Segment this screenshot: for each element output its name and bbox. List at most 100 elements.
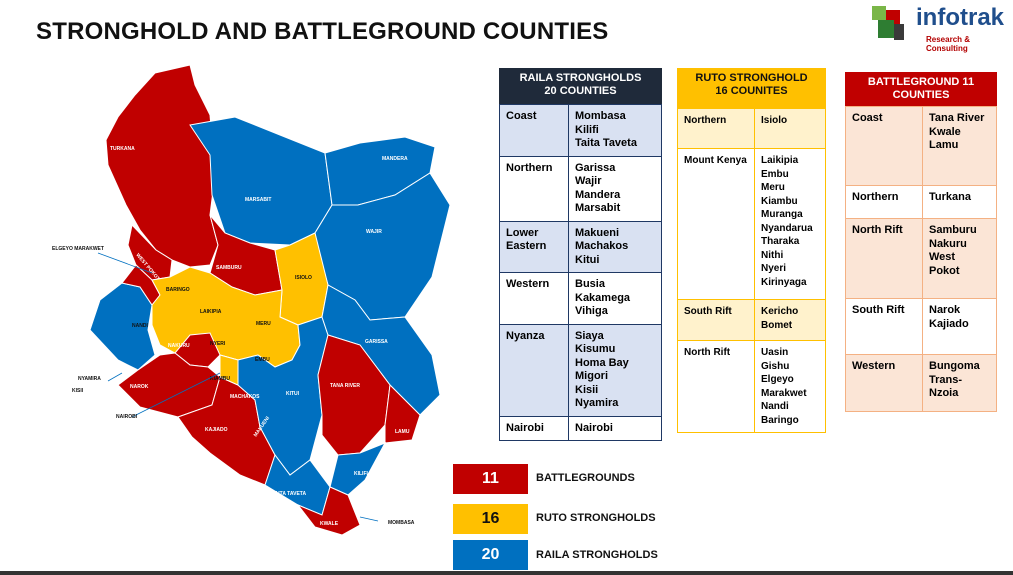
infotrak-logo: infotrak Research & Consulting [868,2,1013,53]
callout-nairobi: NAIROBI [116,414,138,420]
region-cell: Lower Eastern [499,221,569,273]
map-label-nyeri: NYERI [210,341,226,347]
battle-table: Coast Tana River Kwale Lamu Northern Turka… [845,106,997,412]
table-row: North Rift Samburu Nakuru West Pokot [845,218,997,299]
region-cell: North Rift [845,218,923,299]
logo-icon [872,6,904,40]
map-label-taita-taveta: TAITA TAVETA [272,491,306,497]
legend-swatch-ruto: 16 [453,504,528,534]
page-title: STRONGHOLD AND BATTLEGROUND COUNTIES [36,18,609,45]
table-row: Coast Mombasa Kilifi Taita Taveta [499,104,662,156]
table-row: Lower Eastern Makueni Machakos Kitui [499,221,662,273]
map-label-meru: MERU [256,321,271,327]
region-cell: Coast [845,106,923,186]
county-tana-river [317,334,391,456]
map-label-kiambu: KIAMBU [210,376,230,382]
ruto-header-line2: 16 COUNITES [715,85,788,97]
county-cell: Busia Kakamega Vihiga [575,278,631,317]
raila-table: Coast Mombasa Kilifi Taita Taveta Northern… [499,104,662,441]
raila-header-line2: 20 COUNTIES [544,85,617,97]
map-label-laikipia: LAIKIPIA [200,309,222,315]
map-label-wajir: WAJIR [366,229,382,235]
region-cell: Western [845,354,923,412]
map-label-baringo: BARINGO [166,287,190,293]
table-row: South Rift Narok Kajiado [845,298,997,355]
county-central-yellow [219,354,239,386]
battle-header-line2: COUNTIES [892,89,950,101]
table-row: Northern Garissa Wajir Mandera Marsabit [499,156,662,221]
county-cell: Siaya Kisumu Homa Bay Migori Kisii Nyamira [575,329,629,410]
legend-label-battlegrounds: BATTLEGROUNDS [536,472,635,484]
county-turkana [105,64,219,268]
callout-nyamira: NYAMIRA [78,376,101,382]
county-cell: Nairobi [575,421,613,434]
map-label-mandera: MANDERA [382,156,408,162]
county-cell: Samburu Nakuru West Pokot [929,224,977,277]
bottom-bar [0,571,1013,575]
map-label-machakos: MACHAKOS [230,394,260,400]
map-label-samburu: SAMBURU [216,265,242,271]
county-cell: Isiolo [761,115,788,126]
map-label-lamu: LAMU [395,429,410,435]
region-cell: South Rift [845,298,923,355]
kenya-map: TURKANA MARSABIT MANDERA WAJIR SAMBURU I… [89,64,451,536]
logo-tagline: Research & Consulting [926,35,971,53]
raila-header-line1: RAILA STRONGHOLDS [519,72,642,84]
county-cell: Makueni Machakos Kitui [575,226,629,266]
region-cell: Northern [499,156,569,221]
table-row: Western Bungoma Trans- Nzoia [845,354,997,412]
callout-kisii: KISII [72,388,84,394]
battle-header-line1: BATTLEGROUND 11 [867,76,975,88]
map-label-kitui: KITUI [286,391,300,397]
map-label-kwale: KWALE [320,521,339,527]
region-cell: South Rift [677,299,755,341]
map-label-garissa: GARISSA [365,339,388,345]
region-cell: Nyanza [499,324,569,416]
table-row: Mount Kenya Laikipia Embu Meru Kiambu Murang… [677,148,826,300]
callout-elgeyo: ELGEYO MARAKWET [52,246,104,252]
table-row: Nairobi Nairobi [499,416,662,441]
county-cell: Garissa Wajir Mandera Marsabit [575,161,621,215]
county-lamu [384,383,421,444]
legend-swatch-battlegrounds: 11 [453,464,528,494]
table-row: Coast Tana River Kwale Lamu [845,106,997,186]
region-cell: Northern [845,185,923,219]
ruto-header-line1: RUTO STRONGHOLD [695,72,808,84]
table-row: South Rift Kericho Bomet [677,299,826,341]
map-label-kilifi: KILIFI [354,471,368,477]
battle-table-header: BATTLEGROUND 11 COUNTIES [845,72,997,106]
map-label-kajiado: KAJIADO [205,427,228,433]
region-cell: Mount Kenya [677,148,755,300]
ruto-table-header: RUTO STRONGHOLD 16 COUNITES [677,68,826,108]
map-label-nandi: NANDI [132,323,148,329]
callout-mombasa: MOMBASA [388,520,415,526]
county-cell: Laikipia Embu Meru Kiambu Muranga Nyandarua Th… [761,155,813,288]
logo-name: infotrak [916,4,1005,31]
table-row: Northern Turkana [845,185,997,219]
map-label-isiolo: ISIOLO [295,275,312,281]
county-cell: Mombasa Kilifi Taita Taveta [575,110,637,149]
table-row: Western Busia Kakamega Vihiga [499,272,662,324]
legend-label-ruto: RUTO STRONGHOLDS [536,512,656,524]
table-row: Northern Isiolo [677,108,826,149]
map-label-tana-river: TANA RIVER [330,383,360,389]
county-cell: Tana River Kwale Lamu [929,112,985,151]
county-cell: Kericho Bomet [761,306,799,331]
county-cell: Turkana [929,191,971,203]
table-row: North Rift Uasin Gishu Elgeyo Marakwet Nand… [677,340,826,433]
legend-swatch-raila: 20 [453,540,528,570]
map-label-nakuru: NAKURU [168,343,190,349]
ruto-table: Northern Isiolo Mount Kenya Laikipia Embu… [677,108,826,433]
region-cell: Western [499,272,569,324]
map-label-narok: NAROK [130,384,149,390]
region-cell: Northern [677,108,755,149]
county-kwale [296,486,361,536]
county-cell: Narok Kajiado [929,304,969,330]
legend-label-raila: RAILA STRONGHOLDS [536,549,658,561]
county-cell: Bungoma Trans- Nzoia [929,360,980,399]
county-narok [117,352,221,418]
map-label-embu: EMBU [255,357,270,363]
region-cell: North Rift [677,340,755,433]
raila-table-header: RAILA STRONGHOLDS 20 COUNTIES [499,68,662,104]
map-label-marsabit: MARSABIT [245,197,271,203]
